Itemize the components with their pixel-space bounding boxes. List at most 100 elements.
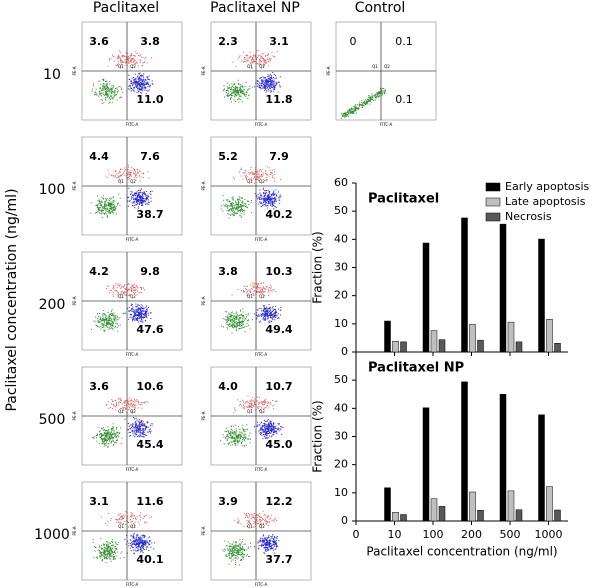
event-dot [110,518,112,519]
event-dot [240,206,242,207]
event-dot [275,430,277,432]
event-dot [112,440,114,442]
event-dot [261,402,263,404]
event-dot [143,192,145,194]
event-dot [257,407,259,409]
event-dot [101,435,103,437]
event-dot [146,311,148,313]
event-dot [266,195,268,197]
event-dot [105,441,107,443]
event-dot [267,425,269,427]
event-dot [114,316,116,318]
event-dot [269,87,271,89]
event-dot [124,284,126,286]
event-dot [233,99,235,101]
event-dot [110,315,112,317]
event-dot [270,173,272,175]
event-dot [233,178,235,180]
quadrant-tag: Q1 [247,409,253,414]
event-dot [108,173,110,175]
event-dot [232,315,233,317]
event-dot [266,178,268,180]
event-dot [245,55,247,57]
event-dot [133,81,135,83]
event-dot [139,430,141,432]
event-dot [132,547,134,549]
event-dot [139,204,140,205]
event-dot [144,201,146,203]
event-dot [140,84,142,86]
event-dot [120,399,122,401]
event-dot [230,98,231,99]
event-dot [270,198,272,200]
event-dot [137,171,139,173]
event-dot [130,198,132,200]
event-dot [363,100,365,102]
event-dot [234,95,236,97]
event-dot [102,317,104,319]
event-dot [269,313,271,315]
event-dot [131,55,132,56]
event-dot [263,436,265,438]
event-dot [126,535,127,537]
event-dot [105,522,107,524]
row-label: 10 [43,67,61,83]
quadrant-value: 40.2 [265,208,292,221]
event-dot [135,179,137,181]
event-dot [228,320,230,321]
event-dot [140,74,142,76]
event-dot [226,327,228,329]
event-dot [244,170,246,171]
event-dot [236,87,238,88]
event-dot [136,204,138,206]
event-dot [115,206,117,208]
event-dot [146,199,148,201]
event-dot [257,284,259,286]
event-dot [269,58,270,60]
event-dot [220,440,222,442]
event-dot [251,288,253,290]
event-dot [132,82,134,84]
event-dot [119,66,121,68]
event-dot [115,317,117,319]
event-dot [241,208,243,210]
event-dot [134,423,136,425]
event-dot [125,294,127,296]
event-dot [108,204,110,206]
event-dot [128,78,130,80]
event-dot [252,282,254,284]
event-dot [265,437,267,439]
event-dot [263,429,265,431]
event-dot [233,439,235,441]
event-dot [275,198,276,200]
event-dot [240,200,242,202]
event-dot [271,427,273,429]
event-dot [100,210,102,212]
event-dot [135,537,137,539]
event-dot [265,55,267,56]
event-dot [133,417,135,418]
event-dot [261,195,263,197]
event-dot [130,53,132,55]
event-dot [269,306,271,308]
event-dot [131,400,133,401]
event-dot [267,405,268,407]
event-dot [273,194,275,196]
event-dot [226,200,228,202]
event-dot [114,435,116,436]
event-dot [238,325,240,327]
event-dot [230,434,232,436]
event-dot [136,199,138,201]
event-dot [239,210,241,211]
event-dot [101,441,103,442]
event-dot [145,319,146,321]
event-dot [108,552,110,554]
event-dot [238,324,239,326]
event-dot [113,284,115,286]
event-dot [150,197,152,199]
event-dot [126,57,127,59]
event-dot [108,320,110,322]
event-dot [141,75,143,77]
event-dot [260,56,262,58]
event-dot [275,316,276,318]
